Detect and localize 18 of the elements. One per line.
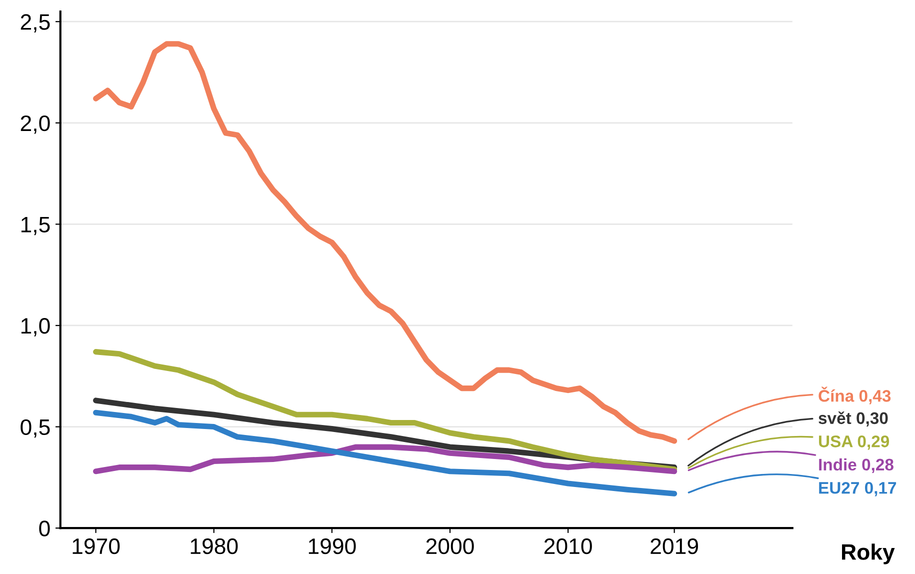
y-tick-label: 0	[39, 520, 50, 536]
text: Indie 0,28	[819, 458, 894, 473]
x-tick-label: 1970	[72, 538, 120, 554]
x-axis-title: Roky	[842, 544, 895, 564]
x-tick-label: 2000	[426, 538, 474, 554]
x-tick-label: 1980	[190, 538, 238, 554]
x-tick-label: 2010	[544, 538, 592, 554]
text: Čína 0,43	[818, 386, 891, 404]
x-tick-label: 1990	[308, 538, 356, 554]
y-tick-label: 2,0	[20, 115, 50, 134]
y-tick-label: 1,5	[21, 216, 50, 236]
y-tick-label: 1,0	[21, 318, 50, 336]
y-tick-label: 0,5	[20, 419, 50, 438]
text: EU27 0,17	[819, 482, 896, 496]
text: USA 0,29	[819, 436, 890, 450]
text: svět 0,30	[818, 411, 888, 426]
y-tick-label: 2,5	[20, 14, 50, 33]
x-tick-label: 2019	[650, 538, 698, 554]
